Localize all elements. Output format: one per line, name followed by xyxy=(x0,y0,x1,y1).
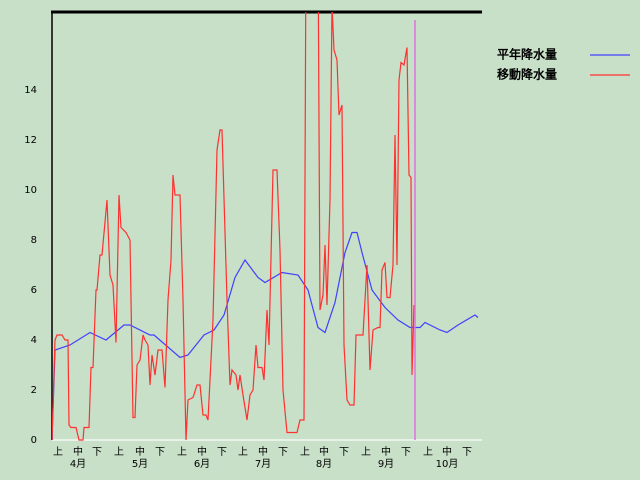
month-label: 10月 xyxy=(436,458,459,470)
month-label: 8月 xyxy=(316,458,332,470)
x-tick-label: 中 xyxy=(197,445,207,458)
x-tick-label: 上 xyxy=(114,446,124,458)
month-label: 7月 xyxy=(255,458,271,470)
x-tick-label: 下 xyxy=(92,447,102,458)
y-tick-label: 4 xyxy=(31,335,37,346)
y-tick-label: 0 xyxy=(31,435,37,446)
month-label: 6月 xyxy=(194,458,210,470)
x-tick-label: 下 xyxy=(462,447,472,458)
x-tick-label: 上 xyxy=(423,446,433,458)
y-tick-label: 6 xyxy=(31,285,37,296)
x-tick-label: 下 xyxy=(401,447,411,458)
x-tick-label: 中 xyxy=(319,445,329,458)
y-tick-label: 12 xyxy=(24,135,37,146)
x-tick-label: 下 xyxy=(278,447,288,458)
x-tick-label: 上 xyxy=(53,446,63,458)
x-tick-label: 中 xyxy=(135,445,145,458)
x-tick-label: 下 xyxy=(217,447,227,458)
x-tick-label: 中 xyxy=(381,445,391,458)
legend-label: 移動降水量 xyxy=(497,67,557,82)
plot-area xyxy=(52,12,479,441)
x-tick-label: 中 xyxy=(442,445,452,458)
x-tick-label: 上 xyxy=(238,446,248,458)
x-tick-label: 中 xyxy=(258,445,268,458)
x-tick-label: 下 xyxy=(155,447,165,458)
x-tick-label: 上 xyxy=(300,446,310,458)
y-tick-label: 10 xyxy=(24,185,37,196)
month-label: 9月 xyxy=(378,458,394,470)
legend-label: 平年降水量 xyxy=(497,47,557,62)
y-tick-label: 2 xyxy=(31,385,37,396)
y-tick-label: 8 xyxy=(31,235,37,246)
x-tick-label: 上 xyxy=(361,446,371,458)
series-line xyxy=(52,231,479,441)
x-tick-label: 上 xyxy=(177,446,187,458)
y-tick-label: 14 xyxy=(24,85,37,96)
month-label: 4月 xyxy=(70,458,86,470)
x-tick-label: 下 xyxy=(339,447,349,458)
series-line xyxy=(52,12,415,441)
x-tick-label: 中 xyxy=(73,445,83,458)
month-label: 5月 xyxy=(132,458,148,470)
